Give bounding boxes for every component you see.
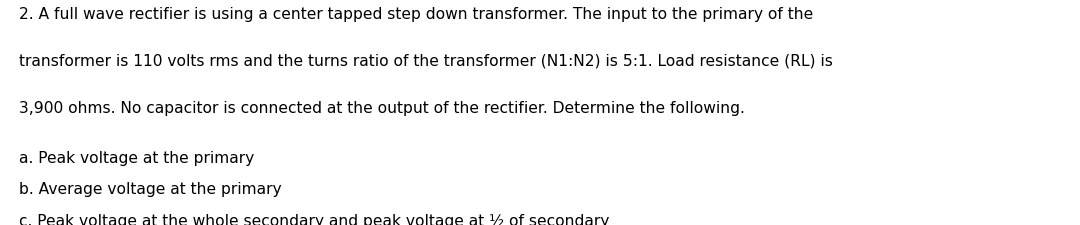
Text: c. Peak voltage at the whole secondary and peak voltage at ½ of secondary: c. Peak voltage at the whole secondary a…	[19, 214, 610, 225]
Text: transformer is 110 volts rms and the turns ratio of the transformer (N1:N2) is 5: transformer is 110 volts rms and the tur…	[19, 54, 834, 69]
Text: 3,900 ohms. No capacitor is connected at the output of the rectifier. Determine : 3,900 ohms. No capacitor is connected at…	[19, 101, 745, 116]
Text: a. Peak voltage at the primary: a. Peak voltage at the primary	[19, 151, 255, 166]
Text: 2. A full wave rectifier is using a center tapped step down transformer. The inp: 2. A full wave rectifier is using a cent…	[19, 7, 813, 22]
Text: b. Average voltage at the primary: b. Average voltage at the primary	[19, 182, 282, 197]
